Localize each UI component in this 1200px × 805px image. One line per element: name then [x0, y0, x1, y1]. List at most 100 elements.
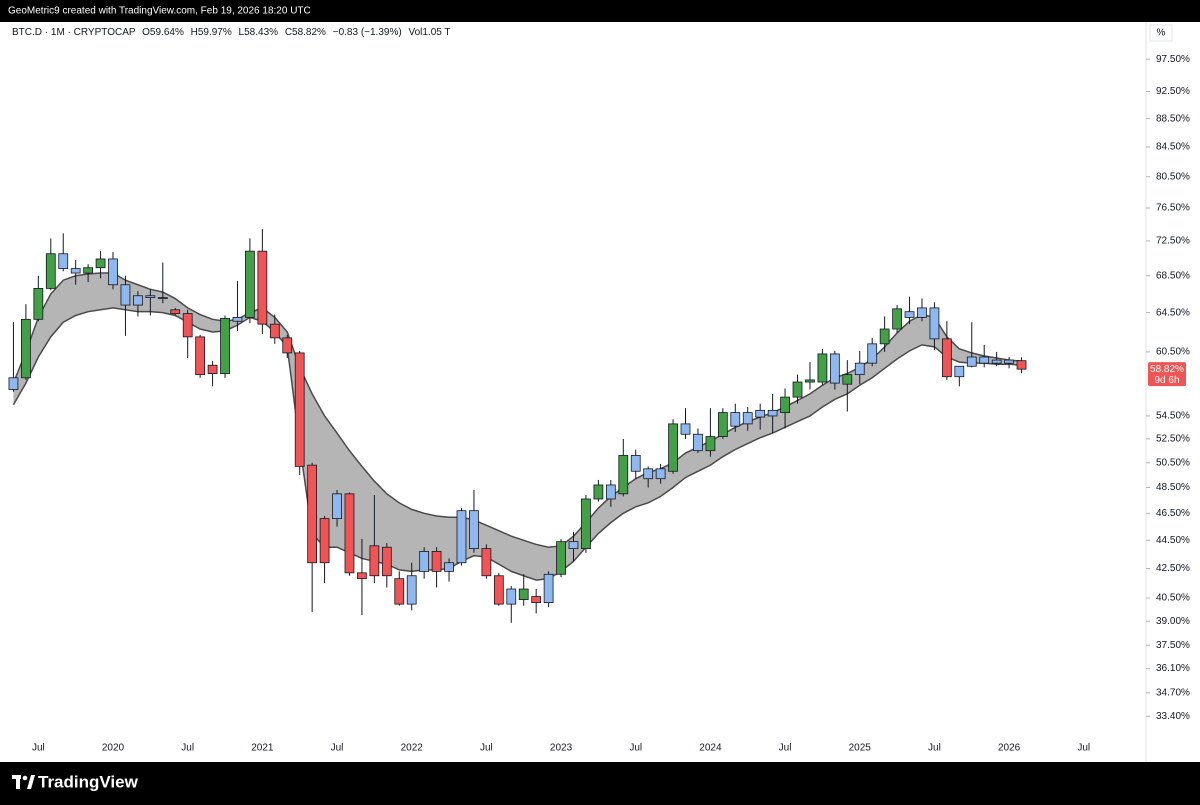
x-tick-label: 2026 — [998, 743, 1021, 754]
candle-body — [431, 551, 442, 572]
candle-body — [207, 364, 218, 374]
candle-body — [979, 356, 990, 364]
candle-body — [966, 356, 977, 367]
credit: GeoMetric9 created with TradingView.com,… — [8, 6, 311, 17]
candle-body — [95, 258, 106, 269]
y-tick-label: 76.50% — [1156, 203, 1190, 214]
close-label: C58.82% — [285, 27, 326, 38]
symbol: BTC.D · 1M · CRYPTOCAP — [12, 27, 136, 38]
candle-body — [904, 311, 915, 318]
y-tick-label: 68.50% — [1156, 270, 1190, 281]
candle-body — [332, 493, 342, 520]
brand: TradingView — [38, 772, 139, 791]
unit-box — [1149, 24, 1173, 42]
candle-body — [1004, 359, 1014, 364]
x-tick-label: Jul — [331, 743, 344, 754]
candle-body — [879, 328, 890, 345]
x-tick-label: 2020 — [102, 743, 125, 754]
x-tick-label: Jul — [779, 743, 792, 754]
candle-body — [145, 295, 156, 299]
band-line — [12, 307, 1022, 581]
candle-body — [220, 317, 230, 374]
band-fill — [13, 273, 1022, 581]
candle-body — [344, 493, 355, 574]
candle-body — [991, 359, 1002, 364]
candle-body — [83, 267, 93, 274]
candle-body — [767, 409, 778, 417]
band-line — [12, 272, 1022, 548]
candle-body — [195, 336, 206, 376]
x-tick-label: 2025 — [849, 743, 872, 754]
candle-body — [506, 588, 517, 605]
chart-area — [0, 22, 1200, 762]
y-tick-label: 92.50% — [1156, 86, 1190, 97]
candle-body — [581, 498, 591, 550]
candle-body — [593, 484, 604, 500]
y-tick-label: 42.50% — [1156, 563, 1190, 574]
candle-body — [120, 284, 131, 306]
candle-body — [929, 307, 940, 340]
candle-body — [941, 338, 952, 378]
x-tick-label: Jul — [480, 743, 493, 754]
volume-label: Vol1.05 T — [408, 27, 450, 38]
candle-body — [257, 250, 268, 325]
y-tick-label: 39.00% — [1156, 616, 1190, 627]
candle-body — [518, 588, 529, 600]
logo-shape — [27, 775, 35, 789]
candle-body — [668, 423, 678, 472]
candle-body — [269, 323, 280, 339]
candle-body — [45, 253, 56, 289]
candle-body — [232, 317, 243, 322]
candle-body — [456, 510, 467, 564]
candle-body — [307, 464, 318, 564]
x-tick-label: Jul — [32, 743, 45, 754]
candle-body — [817, 353, 828, 383]
candle-body — [842, 374, 853, 385]
candle-body — [705, 436, 716, 452]
price-tag-label: 58.82% — [1150, 364, 1184, 375]
y-tick-label: 97.50% — [1156, 54, 1190, 65]
candle-body — [1016, 360, 1027, 370]
candle-body — [605, 484, 616, 500]
top-bar — [0, 0, 1200, 22]
y-tick-label: 48.50% — [1156, 482, 1190, 493]
logo-shape — [16, 775, 20, 789]
candle-body — [829, 353, 840, 384]
candle-body — [182, 313, 193, 338]
candle-body — [282, 337, 293, 354]
price-tag — [1148, 362, 1186, 387]
candle-body — [33, 287, 44, 320]
y-tick-label: 52.50% — [1156, 434, 1190, 445]
candle-body — [867, 343, 878, 364]
candle-body — [21, 318, 31, 379]
x-tick-label: 2024 — [699, 743, 722, 754]
candle-body — [693, 433, 703, 452]
candle-body — [245, 250, 255, 318]
candle-body — [294, 352, 305, 467]
candle-body — [643, 468, 654, 480]
status-line: BTC.D · 1M · CRYPTOCAP O59.64% H59.97% L… — [12, 27, 451, 38]
x-tick-label: Jul — [629, 743, 642, 754]
low-label: L58.43% — [239, 27, 279, 38]
y-tick-label: 40.50% — [1156, 593, 1190, 604]
high-label: H59.97% — [191, 27, 232, 38]
candle-body — [730, 412, 741, 427]
countdown-label: 9d 6h — [1154, 375, 1179, 386]
candle-body — [493, 575, 504, 605]
candle-body — [618, 455, 629, 495]
logo-shape — [22, 775, 28, 781]
bottom-bar — [0, 762, 1200, 805]
candle-body — [444, 562, 454, 572]
y-tick-label: 60.50% — [1156, 347, 1190, 358]
candle-body — [892, 308, 902, 330]
candle-body — [780, 396, 790, 413]
x-tick-label: Jul — [181, 743, 194, 754]
change-label: −0.83 (−1.39%) — [333, 27, 402, 38]
candle-body — [717, 412, 728, 437]
x-tick-label: Jul — [928, 743, 941, 754]
candle-body — [133, 295, 143, 306]
candle-body — [630, 455, 641, 472]
y-tick-label: 46.50% — [1156, 508, 1190, 519]
